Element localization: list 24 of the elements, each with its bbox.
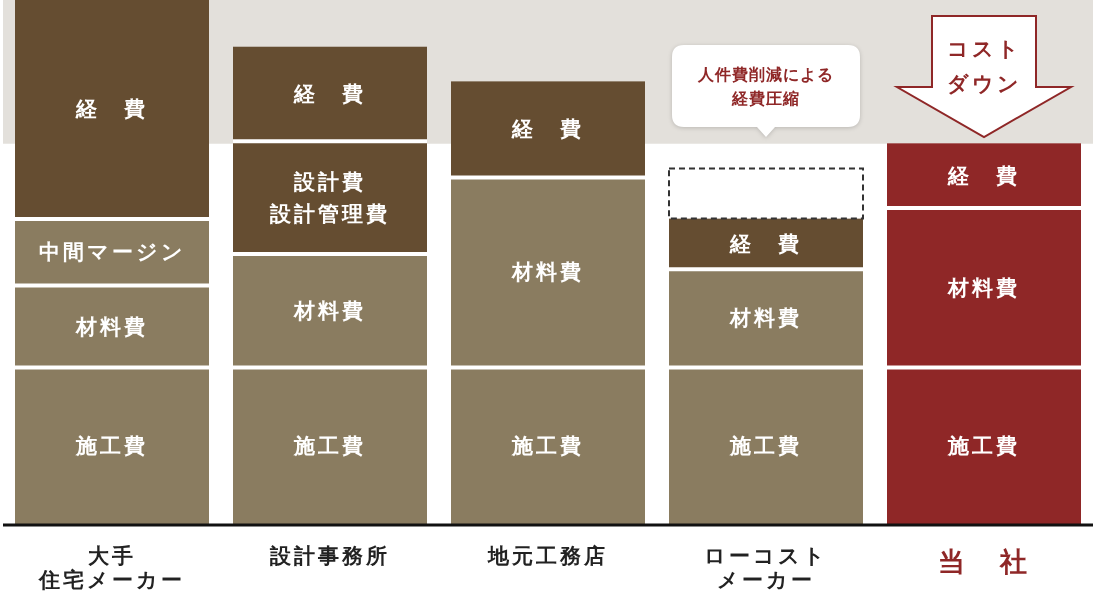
text: 経 費 — [76, 97, 148, 122]
x-tick-label: 地元工務店 — [487, 544, 608, 568]
x-tick-label: 当 社 — [937, 545, 1031, 577]
text: 材料費 — [294, 298, 366, 323]
text: 経 費 — [512, 117, 584, 142]
annotation: 人件費削減による経費圧縮 — [697, 64, 834, 108]
series-label: 施工費 — [75, 434, 148, 459]
text: 経 費 — [294, 81, 366, 106]
series-label: 材料費 — [75, 314, 148, 339]
x-tick-label: 大手住宅メーカー — [38, 544, 185, 592]
text: 施工費 — [730, 434, 802, 459]
text: 施工費 — [512, 434, 584, 459]
x-tick-label: ローコストメーカー — [704, 544, 828, 592]
text: 経 費 — [948, 163, 1020, 188]
text: 施工費 — [294, 434, 366, 459]
series-label: 中間マージン — [38, 240, 186, 265]
text: 施工費 — [948, 434, 1020, 459]
x-tick-label: 設計事務所 — [269, 544, 390, 568]
annotation: コストダウン — [946, 37, 1022, 96]
series-label: 経 費 — [729, 231, 802, 256]
text: 材料費 — [730, 306, 802, 331]
series-label: 設計費設計管理費 — [269, 169, 390, 226]
text: 材料費 — [948, 275, 1020, 300]
text: 材料費 — [512, 260, 584, 285]
